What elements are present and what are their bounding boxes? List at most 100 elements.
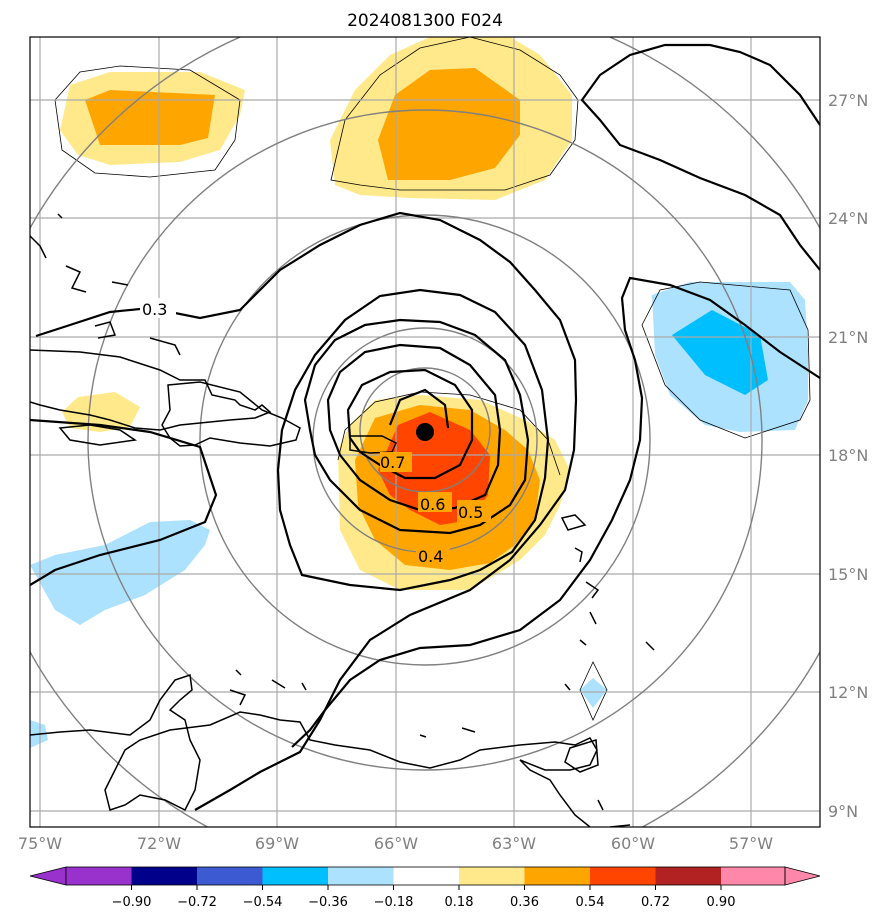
- cb-label-7: 0.36: [510, 895, 539, 910]
- contour-0.4: [276, 288, 550, 592]
- shade-ne-054: [378, 68, 520, 180]
- lon-label-66w: 66°W: [374, 834, 418, 853]
- contour-lines: [30, 43, 820, 811]
- coast-lesser-antilles-7: [564, 683, 571, 691]
- coast-islands-south-5: [419, 734, 427, 738]
- coast-turks: [149, 337, 181, 356]
- contour-0.3-east: [291, 276, 820, 748]
- cb-label-3: −0.54: [243, 895, 283, 910]
- colorbar-segment-2: [131, 867, 197, 885]
- cb-label-10: 0.90: [707, 895, 736, 910]
- colorbar-segment-8: [524, 867, 590, 885]
- colorbar-segment-7: [459, 867, 525, 885]
- outline-east: [641, 281, 811, 439]
- lon-label-60w: 60°W: [611, 834, 655, 853]
- cb-label-9: 0.72: [641, 895, 670, 910]
- coast-lesser-antilles-3: [585, 581, 600, 599]
- coast-lesser-antilles-2: [574, 547, 583, 563]
- contour-label-2: 0.7: [380, 453, 405, 472]
- coastlines: [30, 213, 655, 827]
- lon-label-69w: 69°W: [255, 834, 299, 853]
- colorbar-segment-5: [328, 867, 394, 885]
- contour-0.5: [303, 318, 530, 535]
- colorbar: −0.90 −0.72 −0.54 −0.36 −0.18 0.18 0.36 …: [29, 866, 821, 910]
- graticule: [30, 37, 820, 827]
- cb-label-1: −0.90: [112, 895, 152, 910]
- contour-0.6: [326, 343, 502, 512]
- colorbar-extend-left: [29, 866, 67, 886]
- lat-label-24n: 24°N: [828, 209, 868, 228]
- colorbar-segment-3: [197, 867, 263, 885]
- cb-label-8: 0.54: [576, 895, 605, 910]
- coast-cuba: [30, 349, 272, 431]
- lat-label-27n: 27°N: [828, 91, 868, 110]
- colorbar-segment-9: [590, 867, 656, 885]
- colorbar-segment-1: [66, 867, 132, 885]
- contour-0.3-north: [35, 211, 578, 811]
- coast-trinidad: [564, 739, 599, 773]
- coast-bahamas-3: [94, 321, 117, 339]
- coast-islands-south-3: [301, 682, 307, 691]
- range-ring-3: [199, 214, 651, 666]
- lon-label-63w: 63°W: [492, 834, 536, 853]
- cb-label-4: −0.36: [308, 895, 348, 910]
- lon-label-72w: 72°W: [137, 834, 181, 853]
- coast-islands-south-1: [235, 669, 242, 676]
- shade-hispaniola-036: [62, 392, 140, 432]
- colorbar-segment-6: [393, 867, 459, 885]
- contour-label-4: 0.5: [458, 503, 483, 522]
- coast-islands-south-6: [461, 727, 476, 733]
- contour-0.3-main: [30, 418, 218, 586]
- colorbar-segment-10: [655, 867, 721, 885]
- coast-bahamas-4: [111, 281, 129, 286]
- negative-shading: [30, 282, 808, 748]
- colorbar-extend-right: [784, 866, 821, 886]
- storm-center-marker: [416, 423, 434, 441]
- contour-label-5: 0.4: [418, 547, 443, 566]
- lat-axis: 27°N 24°N 21°N 18°N 15°N 12°N 9°N: [828, 91, 868, 821]
- outline-ne: [330, 37, 579, 191]
- colorbar-frame: [65, 866, 786, 886]
- lon-axis: 75°W 72°W 69°W 66°W 63°W 60°W 57°W: [18, 834, 773, 853]
- shade-east-m054: [672, 310, 768, 395]
- coast-lesser-antilles-4: [589, 611, 597, 625]
- outline-nw: [54, 65, 241, 178]
- lat-label-18n: 18°N: [828, 446, 868, 465]
- shade-west-m036: [30, 520, 210, 625]
- cb-label-2: −0.72: [177, 895, 217, 910]
- lat-label-9n: 9°N: [828, 802, 858, 821]
- coast-bahamas-1: [30, 235, 47, 259]
- contour-labels: 0.3 0.7 0.6 0.5 0.4: [140, 298, 491, 566]
- coast-south-america: [30, 674, 598, 827]
- coast-islands-south-2: [271, 679, 286, 689]
- contour-label-3: 0.6: [420, 495, 445, 514]
- contour-0.3-ne: [580, 43, 820, 271]
- coast-bahamas-5: [57, 213, 63, 219]
- cb-label-5: −0.18: [374, 895, 414, 910]
- lat-label-12n: 12°N: [828, 683, 868, 702]
- map-title: 2024081300 F024: [347, 11, 503, 31]
- shade-storm-072: [378, 412, 490, 525]
- map-area: 0.3 0.7 0.6 0.5 0.4: [30, 37, 820, 827]
- lon-label-75w: 75°W: [18, 834, 62, 853]
- colorbar-segment-11: [721, 867, 785, 885]
- colorbar-ticks: [131, 885, 722, 890]
- contour-0.7-inner: [388, 388, 450, 429]
- coast-lesser-antilles-6: [645, 641, 655, 651]
- contour-label-1: 0.3: [142, 300, 167, 319]
- lat-label-15n: 15°N: [828, 565, 868, 584]
- lon-label-57w: 57°W: [729, 834, 773, 853]
- coast-lesser-antilles-1: [560, 514, 587, 531]
- range-ring-4: [87, 109, 763, 771]
- coast-islands-south-4: [229, 689, 247, 706]
- shade-barbados-m036: [580, 678, 607, 708]
- coast-bahamas-2: [65, 265, 87, 293]
- coast-lesser-antilles-5: [579, 639, 587, 646]
- lat-label-21n: 21°N: [828, 328, 868, 347]
- outline-barbados: [579, 661, 608, 721]
- colorbar-segment-4: [262, 867, 328, 885]
- coast-hispaniola: [161, 381, 301, 447]
- coast-islands-south-7: [597, 799, 604, 811]
- shade-nw-054: [85, 90, 215, 145]
